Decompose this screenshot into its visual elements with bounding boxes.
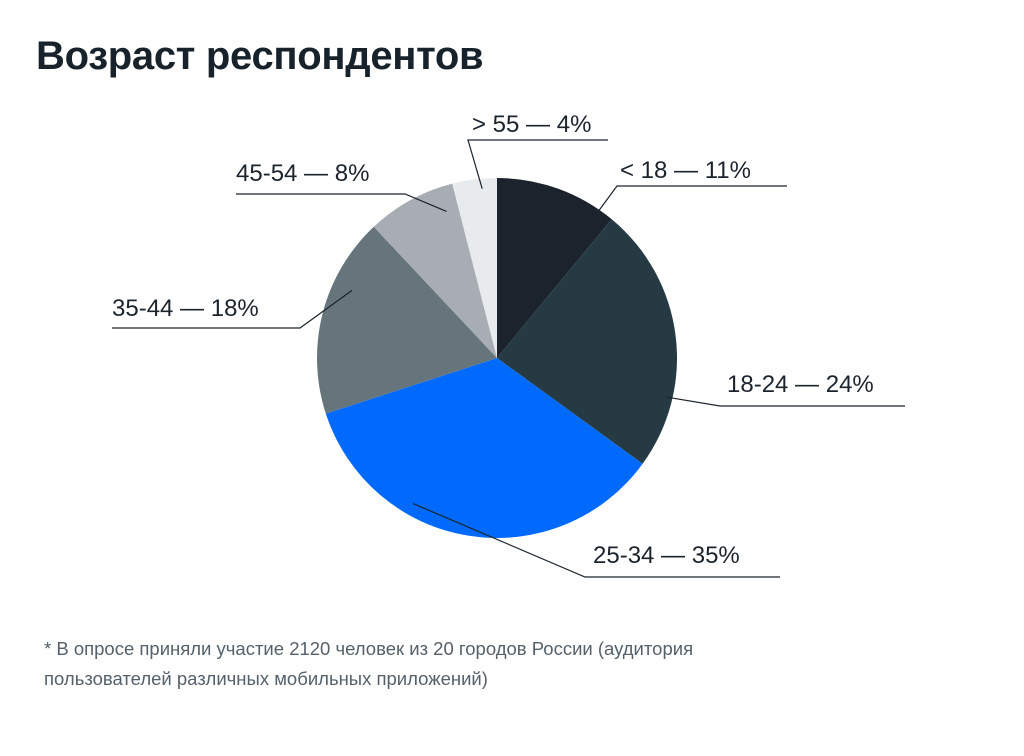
pie-slice-6 [452, 178, 497, 358]
slice-label-group-5: 45-54 — 8% [236, 160, 447, 212]
leader-line-3 [412, 502, 780, 578]
slice-label-group-2: 18-24 — 24% [665, 371, 905, 407]
slice-label-group-6: > 55 — 4% [467, 111, 608, 189]
slice-label-group-4: 35-44 — 18% [112, 289, 353, 329]
slice-label-group-1: < 18 — 11% [569, 157, 787, 251]
pie-slices [317, 178, 677, 539]
slice-label-2: 18-24 — 24% [727, 371, 874, 398]
leader-line-6 [467, 139, 608, 189]
slice-label-4: 35-44 — 18% [112, 295, 259, 322]
pie-slice-4 [317, 226, 497, 414]
slice-label-1: < 18 — 11% [620, 157, 751, 184]
chart-title: Возраст респондентов [36, 34, 484, 78]
footnote-line-2: пользователей различных мобильных прилож… [44, 668, 488, 689]
slice-label-group-3: 25-34 — 35% [412, 502, 780, 578]
pie-slice-3 [325, 358, 643, 539]
footnote-line-1: * В опросе приняли участие 2120 человек … [44, 638, 694, 659]
leader-line-1 [569, 185, 787, 251]
pie-slice-1 [497, 178, 612, 358]
slice-label-3: 25-34 — 35% [593, 542, 740, 569]
pie-slice-5 [373, 183, 497, 358]
footnote: * В опросе приняли участие 2120 человек … [44, 634, 944, 694]
leader-line-2 [665, 396, 905, 407]
pie-slice-2 [497, 219, 677, 464]
slice-label-6: > 55 — 4% [472, 111, 591, 138]
leader-line-5 [236, 193, 447, 212]
slice-label-5: 45-54 — 8% [236, 160, 369, 187]
leader-line-4 [112, 289, 353, 329]
